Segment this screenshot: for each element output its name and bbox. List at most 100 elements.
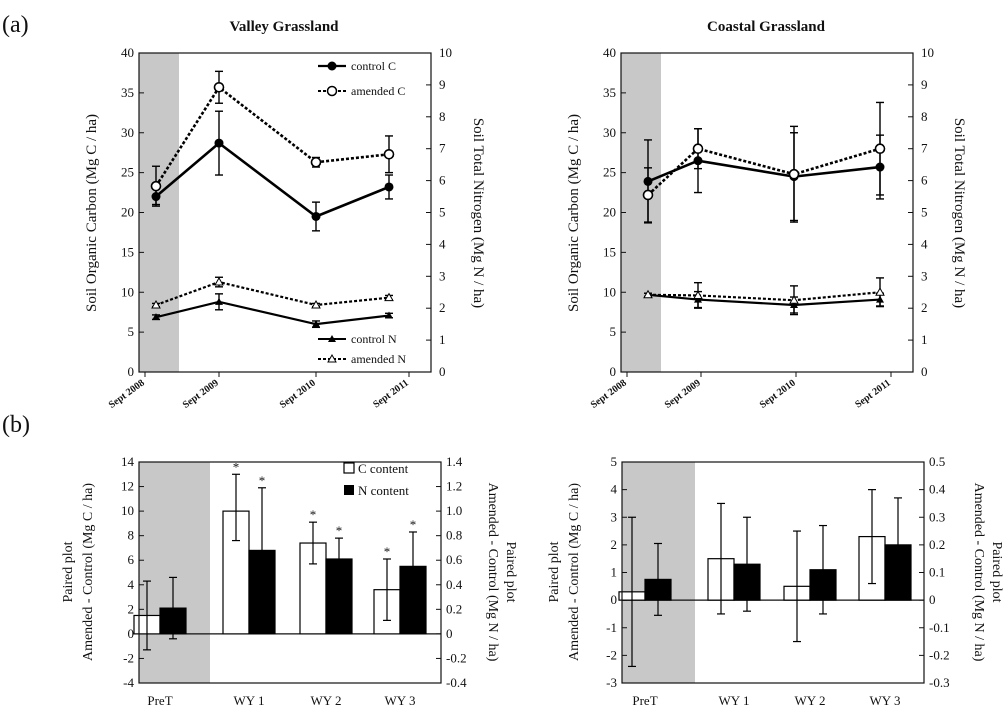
y2-axis-label-line-2: Paired plot: [503, 541, 518, 602]
y-tick-label: 15: [121, 244, 134, 259]
y-tick-label: 10: [603, 284, 616, 299]
legend-n-content-swatch: [344, 485, 354, 495]
point-control-c: [311, 211, 321, 221]
y2-tick-labels: 0 1 2 3 4 5 6 7 8 9 10: [426, 45, 452, 379]
y2-tick-label: 3: [921, 268, 928, 283]
x-tick-label: Sept 2009: [663, 378, 703, 411]
point-amended-c: [788, 168, 800, 180]
y-tick-label: 35: [603, 85, 616, 100]
y2-tick-label: 10: [439, 45, 452, 60]
legend-amended-c-marker: [326, 85, 338, 97]
x-category-label: WY 2: [795, 693, 826, 708]
point-control-c: [384, 182, 394, 192]
legend-control-n-label: control N: [351, 332, 397, 346]
x-tick-label: Sept 2008: [589, 378, 629, 411]
y-tick-label: 30: [121, 125, 134, 140]
y-axis-label: Soil Organic Carbon (Mg C / ha): [84, 114, 100, 312]
series-line-control-n: [647, 293, 881, 307]
y2-tick-label: 7: [921, 141, 928, 156]
legend: C content N content: [343, 461, 409, 498]
plot-frame: [620, 52, 914, 373]
y2-tick-label: 1.0: [446, 503, 462, 518]
y2-axis-label: Soil Total Nitrogen (Mg N / ha): [470, 118, 486, 308]
x-tick-label: Sept 2010: [758, 378, 798, 411]
bar-marks: [618, 489, 912, 668]
y2-axis-label: Soil Total Nitrogen (Mg N / ha): [951, 118, 967, 308]
y-tick-label: 30: [603, 125, 616, 140]
x-tick-labels: PreT WY 1 WY 2 WY 3: [147, 693, 415, 708]
x-tick-labels: Sept 2008 Sept 2009 Sept 2010 Sept 2011: [107, 372, 411, 411]
y2-tick-label: 0.3: [929, 509, 945, 524]
y2-tick-label: 0.1: [929, 565, 945, 580]
chart-title: Coastal Grassland: [707, 19, 826, 35]
significance-star: *: [233, 459, 240, 474]
point-control-n: [385, 311, 393, 319]
y-tick-label: -2: [123, 650, 134, 665]
y2-tick-label: 0.6: [446, 552, 463, 567]
series-line-control-c: [647, 159, 881, 183]
x-tick-label: Sept 2010: [278, 378, 318, 411]
point-amended-n: [643, 289, 653, 299]
x-category-label: WY 3: [870, 693, 901, 708]
point-amended-c: [874, 143, 886, 154]
x-category-label: WY 2: [311, 693, 342, 708]
x-tick-labels: PreT WY 1 WY 2 WY 3: [632, 693, 900, 708]
y-tick-labels: 0 5 10 15 20 25 30 35 40: [603, 45, 626, 379]
point-control-n: [152, 313, 160, 321]
y-tick-labels: 0 5 10 15 20 25 30 35 40: [121, 45, 144, 379]
y2-tick-label: 8: [439, 109, 446, 124]
y-tick-label: 15: [603, 244, 616, 259]
y2-tick-label: 9: [439, 77, 446, 92]
y2-tick-label: 0.2: [929, 537, 945, 552]
y2-tick-label: 2: [439, 300, 446, 315]
series-marks: [642, 101, 886, 316]
x-tick-label: Sept 2009: [181, 378, 221, 411]
plot-frame: [138, 461, 442, 684]
chart-b-valley: Paired plot Amended - Control (Mg C / ha…: [61, 454, 518, 708]
y-tick-label: -2: [606, 647, 617, 662]
legend-amended-n-marker: [327, 353, 337, 363]
y-tick-label: 1: [611, 565, 618, 580]
y2-tick-label: 0: [446, 626, 453, 641]
y-tick-label: 8: [128, 528, 135, 543]
x-tick-label: Sept 2008: [107, 378, 147, 411]
y2-tick-label: 7: [439, 141, 446, 156]
y-axis-label: Soil Organic Carbon (Mg C / ha): [566, 114, 582, 312]
chart-a-coastal: Coastal Grassland Soil Organic Carbon (M…: [566, 19, 967, 411]
chart-title: Valley Grassland: [229, 19, 339, 35]
y2-axis-label-line-2: Paired plot: [989, 541, 1004, 602]
x-tick-label: Sept 2011: [371, 378, 411, 411]
y-tick-label: -4: [123, 675, 134, 690]
pretreatment-shade: [139, 462, 210, 683]
y-tick-label: 20: [121, 205, 134, 220]
y2-tick-labels: -0.3 -0.2 -0.1 0 0.1 0.2 0.3 0.4 0.5: [919, 454, 950, 690]
chart-b-coastal: Paired plot Amended - Control (Mg C / ha…: [547, 454, 1004, 708]
y-tick-label: 6: [128, 552, 135, 567]
legend-c: control C amended C: [318, 59, 405, 98]
y-tick-label: 14: [121, 454, 135, 469]
series-line-control-c: [155, 141, 390, 218]
chart-a-valley: Valley Grassland Soil Organic Carbon (Mg…: [84, 19, 486, 411]
legend-c-content-label: C content: [358, 461, 409, 476]
point-control-c: [214, 138, 224, 148]
y2-tick-label: 0.5: [929, 454, 945, 469]
y2-tick-label: -0.4: [446, 675, 467, 690]
y-tick-label: 0: [610, 364, 617, 379]
point-amended-n: [875, 287, 885, 296]
y2-tick-label: -0.1: [929, 620, 950, 635]
legend-n: control N amended N: [318, 332, 406, 366]
legend-control-n-marker: [328, 335, 336, 342]
y2-tick-label: -0.2: [929, 647, 950, 662]
series-line-amended-c: [647, 147, 881, 196]
y2-tick-label: -0.2: [446, 650, 467, 665]
y2-tick-label: 0: [921, 364, 928, 379]
point-amended-c: [213, 81, 225, 93]
x-category-label: PreT: [632, 693, 657, 708]
y-tick-label: 4: [611, 482, 618, 497]
y2-tick-label: 0.4: [446, 577, 463, 592]
pretreatment-shade: [621, 53, 661, 372]
y2-tick-label: 0.8: [446, 528, 462, 543]
y-tick-label: 2: [128, 601, 135, 616]
y-tick-label: 5: [128, 324, 135, 339]
series-line-amended-c: [154, 85, 390, 187]
